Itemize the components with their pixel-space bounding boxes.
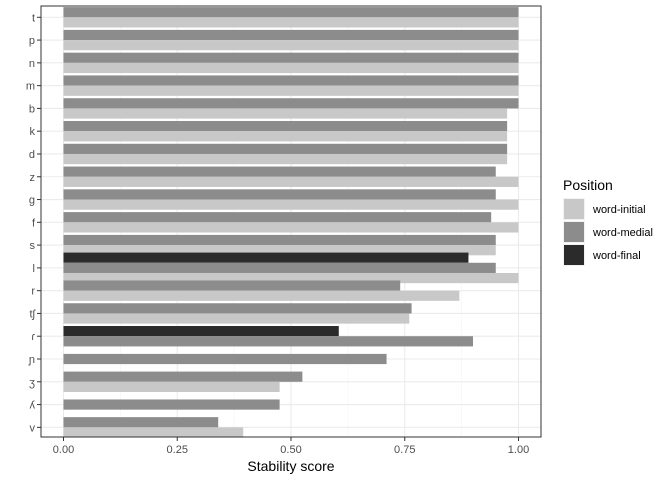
y-tick-label: p bbox=[29, 35, 35, 47]
legend: Position word-initial word-medial word-fin… bbox=[563, 177, 653, 266]
y-tick-label: n bbox=[29, 58, 35, 70]
legend-swatch-word-medial bbox=[564, 222, 584, 242]
bar-word-final bbox=[63, 252, 469, 263]
bar-word-initial bbox=[63, 85, 519, 96]
bar-word-initial bbox=[63, 131, 508, 142]
bar-word-initial bbox=[63, 381, 280, 392]
bar-word-medial bbox=[63, 371, 303, 382]
bar-word-initial bbox=[63, 427, 244, 438]
y-tick-label: l bbox=[33, 263, 35, 275]
bar-word-medial bbox=[63, 189, 496, 200]
y-tick-label: z bbox=[30, 172, 36, 184]
y-tick-label: s bbox=[30, 240, 36, 252]
y-tick-label: v bbox=[30, 422, 36, 434]
bar-word-medial bbox=[63, 417, 219, 428]
x-axis-title: Stability score bbox=[247, 458, 334, 474]
bar-word-medial bbox=[63, 262, 496, 273]
bar-word-initial bbox=[63, 272, 519, 284]
bar-word-medial bbox=[63, 336, 473, 347]
x-tick-label: 0.00 bbox=[53, 444, 74, 456]
bar-word-initial bbox=[63, 222, 519, 233]
y-tick-label: d bbox=[29, 149, 35, 161]
x-tick-label: 1.00 bbox=[508, 444, 529, 456]
bars bbox=[63, 7, 519, 438]
bar-word-medial bbox=[63, 353, 387, 365]
bar-word-final bbox=[63, 326, 339, 337]
bar-word-medial bbox=[63, 280, 401, 291]
bar-word-medial bbox=[63, 7, 519, 18]
x-tick-label: 0.50 bbox=[280, 444, 301, 456]
legend-title: Position bbox=[563, 177, 613, 193]
y-tick-label: ʎ bbox=[30, 400, 36, 412]
bar-word-medial bbox=[63, 121, 508, 132]
bar-word-medial bbox=[63, 52, 519, 63]
bar-word-medial bbox=[63, 98, 519, 109]
bar-word-medial bbox=[63, 29, 519, 41]
y-tick-label: ɾ bbox=[31, 331, 35, 343]
x-tick-label: 0.25 bbox=[167, 444, 188, 456]
bar-word-initial bbox=[63, 199, 519, 210]
x-axis: 0.00 0.25 0.50 0.75 1.00 bbox=[53, 437, 529, 456]
bar-word-medial bbox=[63, 75, 519, 86]
y-tick-label: ɲ bbox=[28, 354, 35, 366]
bar-word-initial bbox=[63, 313, 410, 324]
bar-word-initial bbox=[63, 108, 508, 119]
legend-label-word-final: word-final bbox=[592, 250, 641, 262]
y-tick-label: ʒ bbox=[29, 377, 35, 389]
y-tick-label: f bbox=[32, 217, 36, 229]
y-tick-label: r bbox=[31, 286, 35, 298]
y-tick-label: tʃ bbox=[30, 308, 37, 320]
y-tick-label: t bbox=[32, 12, 35, 24]
y-tick-label: k bbox=[30, 126, 36, 138]
bar-word-initial bbox=[63, 17, 519, 28]
y-tick-label: m bbox=[26, 81, 35, 93]
bar-word-initial bbox=[63, 176, 519, 187]
y-tick-label: b bbox=[29, 103, 35, 115]
bar-word-initial bbox=[63, 62, 519, 74]
bar-word-medial bbox=[63, 212, 492, 223]
y-tick-label: g bbox=[29, 195, 35, 207]
x-tick-label: 0.75 bbox=[394, 444, 415, 456]
legend-label-word-medial: word-medial bbox=[592, 227, 653, 239]
bar-word-initial bbox=[63, 290, 460, 301]
bar-word-initial bbox=[63, 40, 519, 51]
bar-word-medial bbox=[63, 303, 412, 314]
bar-word-initial bbox=[63, 153, 508, 165]
legend-swatch-word-final bbox=[564, 245, 584, 265]
bar-word-medial bbox=[63, 234, 496, 246]
bar-word-medial bbox=[63, 143, 508, 154]
bar-word-initial bbox=[63, 245, 496, 256]
legend-swatch-word-initial bbox=[564, 199, 584, 219]
legend-label-word-initial: word-initial bbox=[592, 204, 646, 216]
bar-word-medial bbox=[63, 166, 496, 177]
bar-word-medial bbox=[63, 399, 280, 410]
